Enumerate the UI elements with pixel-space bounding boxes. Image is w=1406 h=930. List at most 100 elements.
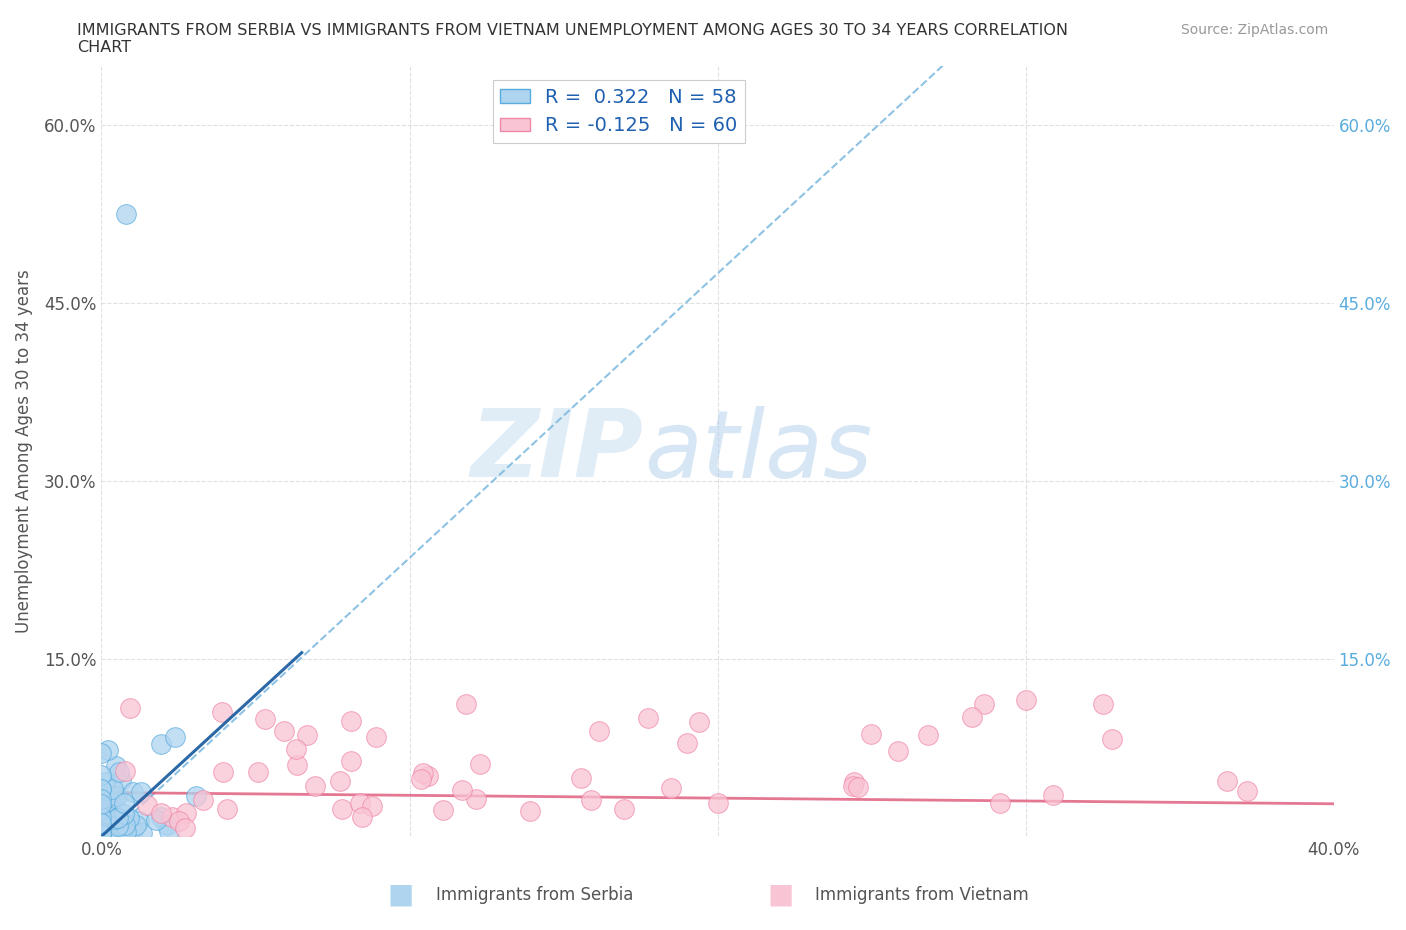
Point — [246, 764, 269, 779]
Point — [285, 741, 308, 756]
Point — [579, 793, 602, 808]
Point — [432, 803, 454, 817]
Point — [637, 711, 659, 725]
Point — [519, 804, 541, 818]
Point — [676, 736, 699, 751]
Point — [90, 797, 112, 812]
Point — [94, 775, 117, 790]
Text: IMMIGRANTS FROM SERBIA VS IMMIGRANTS FROM VIETNAM UNEMPLOYMENT AMONG AGES 30 TO : IMMIGRANTS FROM SERBIA VS IMMIGRANTS FRO… — [77, 23, 1069, 38]
Point — [93, 791, 115, 806]
Legend: R =  0.322   N = 58, R = -0.125   N = 60: R = 0.322 N = 58, R = -0.125 N = 60 — [492, 80, 745, 143]
Point — [297, 727, 319, 742]
Point — [167, 814, 190, 829]
Point — [107, 818, 129, 833]
Point — [107, 817, 129, 831]
Point — [285, 758, 308, 773]
Point — [131, 826, 153, 841]
Point — [842, 779, 865, 794]
Point — [1092, 697, 1115, 711]
Point — [96, 795, 118, 810]
Point — [110, 813, 132, 828]
Point — [122, 823, 145, 838]
Point — [1216, 774, 1239, 789]
Point — [115, 825, 138, 840]
Point — [107, 813, 129, 828]
Point — [215, 802, 238, 817]
Point — [124, 818, 146, 833]
Point — [988, 795, 1011, 810]
Point — [156, 818, 179, 833]
Point — [104, 759, 127, 774]
Point — [886, 744, 908, 759]
Point — [165, 730, 187, 745]
Text: atlas: atlas — [644, 405, 872, 497]
Point — [174, 805, 197, 820]
Point — [450, 782, 472, 797]
Point — [211, 705, 233, 720]
Point — [90, 816, 112, 830]
Point — [118, 828, 141, 843]
Point — [191, 793, 214, 808]
Point — [136, 798, 159, 813]
Point — [184, 789, 207, 804]
Point — [90, 828, 112, 843]
Text: ZIP: ZIP — [471, 405, 644, 498]
Point — [90, 746, 112, 761]
Point — [105, 828, 128, 843]
Point — [90, 810, 112, 825]
Point — [844, 775, 866, 790]
Point — [409, 772, 432, 787]
Point — [212, 764, 235, 779]
Point — [470, 757, 492, 772]
Point — [149, 810, 172, 825]
Point — [254, 712, 277, 727]
Point — [329, 774, 352, 789]
Text: Immigrants from Vietnam: Immigrants from Vietnam — [815, 885, 1029, 904]
Point — [114, 817, 136, 832]
Point — [706, 796, 728, 811]
Point — [304, 778, 326, 793]
Point — [1014, 693, 1036, 708]
Point — [569, 770, 592, 785]
Point — [115, 206, 138, 221]
Point — [454, 697, 477, 711]
Point — [128, 813, 150, 828]
Point — [91, 799, 114, 814]
Point — [1042, 788, 1064, 803]
Point — [108, 825, 131, 840]
Point — [145, 813, 167, 828]
Point — [330, 802, 353, 817]
Point — [98, 809, 121, 824]
Point — [104, 811, 127, 826]
Point — [350, 809, 373, 824]
Text: Immigrants from Serbia: Immigrants from Serbia — [436, 885, 633, 904]
Point — [112, 807, 135, 822]
Point — [588, 724, 610, 739]
Point — [98, 807, 121, 822]
Point — [340, 753, 363, 768]
Point — [90, 819, 112, 834]
Point — [112, 795, 135, 810]
Point — [860, 726, 883, 741]
Point — [659, 781, 682, 796]
Point — [340, 714, 363, 729]
Point — [90, 827, 112, 842]
Point — [418, 769, 440, 784]
Point — [846, 780, 869, 795]
Point — [90, 824, 112, 839]
Point — [149, 805, 172, 820]
Point — [98, 793, 121, 808]
Point — [160, 809, 183, 824]
Point — [107, 811, 129, 826]
Point — [361, 798, 384, 813]
Point — [118, 810, 141, 825]
Point — [110, 773, 132, 788]
Text: ■: ■ — [768, 881, 793, 909]
Point — [364, 730, 387, 745]
Point — [349, 795, 371, 810]
Point — [917, 727, 939, 742]
Point — [412, 765, 434, 780]
Point — [103, 792, 125, 807]
Point — [273, 724, 295, 738]
Point — [90, 782, 112, 797]
